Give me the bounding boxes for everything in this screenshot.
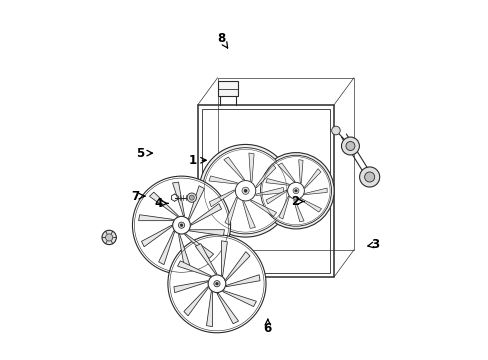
Polygon shape: [195, 244, 217, 274]
Circle shape: [180, 224, 183, 226]
Polygon shape: [299, 198, 321, 212]
Polygon shape: [189, 230, 224, 236]
Circle shape: [178, 222, 184, 228]
Polygon shape: [226, 275, 260, 287]
Polygon shape: [279, 196, 288, 219]
Polygon shape: [138, 215, 173, 221]
Polygon shape: [208, 176, 237, 184]
Circle shape: [172, 216, 190, 234]
Polygon shape: [255, 164, 275, 188]
Text: 7: 7: [131, 190, 144, 203]
Circle shape: [244, 189, 246, 192]
Text: 3: 3: [367, 238, 379, 251]
Polygon shape: [209, 190, 234, 207]
Circle shape: [341, 137, 359, 155]
Polygon shape: [265, 190, 286, 204]
Polygon shape: [177, 261, 211, 277]
Polygon shape: [149, 192, 178, 216]
Circle shape: [105, 234, 113, 241]
Circle shape: [235, 181, 255, 201]
Polygon shape: [183, 287, 208, 316]
Circle shape: [213, 280, 220, 287]
Polygon shape: [242, 202, 255, 228]
Text: 4: 4: [154, 197, 168, 210]
Circle shape: [189, 195, 194, 200]
Polygon shape: [188, 186, 204, 220]
Polygon shape: [304, 188, 326, 195]
Polygon shape: [217, 293, 238, 324]
Polygon shape: [191, 204, 221, 225]
Text: 5: 5: [136, 147, 152, 159]
Polygon shape: [224, 157, 244, 180]
Circle shape: [199, 144, 291, 237]
Circle shape: [242, 187, 248, 194]
Polygon shape: [178, 234, 190, 268]
Polygon shape: [255, 188, 283, 195]
Polygon shape: [158, 231, 174, 265]
Circle shape: [187, 193, 196, 202]
Polygon shape: [174, 281, 207, 293]
Circle shape: [215, 282, 218, 285]
Polygon shape: [221, 241, 227, 276]
Text: 8: 8: [217, 32, 227, 48]
Polygon shape: [224, 197, 237, 225]
Polygon shape: [248, 153, 254, 181]
Polygon shape: [222, 291, 256, 307]
Polygon shape: [304, 169, 320, 188]
Text: 6: 6: [263, 319, 271, 335]
Polygon shape: [293, 200, 304, 222]
Polygon shape: [265, 179, 289, 185]
FancyBboxPatch shape: [218, 81, 237, 96]
Polygon shape: [184, 234, 213, 258]
Polygon shape: [225, 252, 249, 281]
Circle shape: [257, 153, 333, 229]
Polygon shape: [141, 225, 172, 247]
Circle shape: [167, 235, 265, 333]
Polygon shape: [298, 159, 303, 183]
Circle shape: [359, 167, 379, 187]
Circle shape: [260, 155, 331, 226]
Polygon shape: [172, 182, 184, 216]
Text: 1: 1: [188, 154, 206, 167]
Polygon shape: [250, 200, 276, 217]
Circle shape: [345, 141, 354, 150]
Circle shape: [102, 230, 116, 245]
Circle shape: [132, 176, 230, 274]
Polygon shape: [278, 163, 295, 182]
Text: 2: 2: [290, 195, 304, 208]
Circle shape: [208, 275, 225, 293]
Circle shape: [292, 188, 298, 194]
Circle shape: [331, 126, 340, 135]
Polygon shape: [206, 292, 212, 327]
Circle shape: [294, 189, 297, 192]
Circle shape: [202, 148, 288, 234]
Circle shape: [364, 172, 374, 182]
Circle shape: [287, 183, 304, 199]
